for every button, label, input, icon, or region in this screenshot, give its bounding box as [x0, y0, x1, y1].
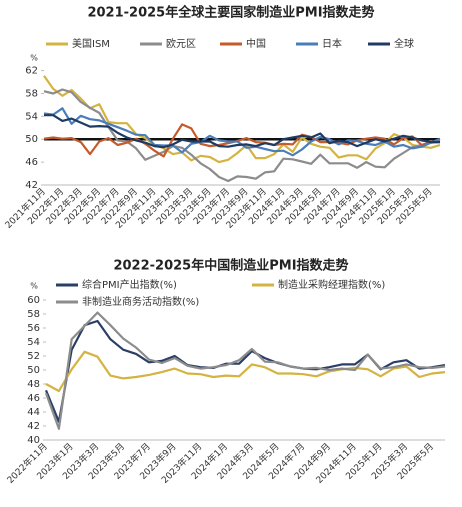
y-axis-label: % — [30, 54, 38, 63]
y-tick-label: 60 — [27, 295, 40, 306]
y-tick-label: 54 — [27, 337, 40, 348]
y-tick-label: 46 — [25, 157, 38, 168]
y-tick-label: 58 — [27, 309, 40, 320]
series-line — [43, 88, 441, 183]
y-tick-label: 50 — [27, 365, 40, 376]
series-line — [45, 350, 446, 393]
y-tick-label: 48 — [27, 379, 40, 390]
y-tick-label: 50 — [25, 134, 38, 145]
legend-label: 美国ISM — [72, 37, 110, 50]
legend-label: 日本 — [322, 37, 342, 50]
chart-title: 2021-2025年全球主要国家制造业PMI指数走势 — [87, 5, 374, 21]
legend-label: 制造业采购经理指数(%) — [278, 278, 385, 291]
legend-label: 全球 — [394, 37, 414, 50]
y-tick-label: 52 — [27, 351, 40, 362]
legend-label: 非制造业商务活动指数(%) — [82, 295, 199, 308]
y-tick-label: 62 — [25, 66, 38, 77]
y-axis-label: % — [30, 282, 38, 291]
legend-label: 综合PMI产出指数(%) — [82, 278, 177, 291]
series-line — [43, 75, 441, 164]
legend-label: 中国 — [246, 37, 266, 50]
legend-label: 欧元区 — [166, 38, 196, 50]
y-tick-label: 56 — [27, 323, 40, 334]
y-tick-label: 40 — [27, 435, 40, 446]
series-line — [44, 114, 440, 149]
y-tick-label: 44 — [27, 407, 40, 418]
series-line — [44, 311, 446, 430]
series-line — [43, 123, 441, 158]
y-tick-label: 54 — [25, 111, 38, 122]
y-tick-label: 42 — [27, 421, 40, 432]
y-tick-label: 58 — [25, 88, 38, 99]
chart-title: 2022-2025年中国制造业PMI指数走势 — [113, 258, 348, 274]
y-tick-label: 46 — [27, 393, 40, 404]
y-tick-label: 42 — [25, 180, 38, 191]
